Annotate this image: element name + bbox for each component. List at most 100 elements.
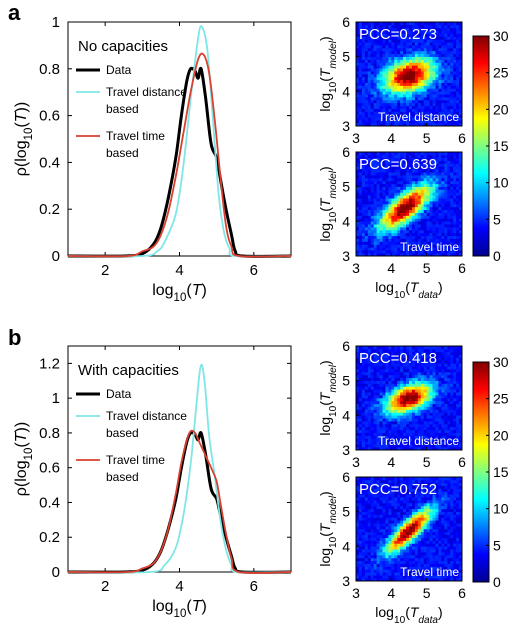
heatmap-cell <box>417 421 422 425</box>
heatmap-cell <box>379 514 383 518</box>
heatmap-cell <box>417 209 422 213</box>
heatmap-cell <box>382 212 386 216</box>
heatmap-cell <box>358 166 363 170</box>
heatmap-cell <box>456 22 460 26</box>
heatmap-cell <box>400 53 404 57</box>
heatmap-cell <box>429 575 433 579</box>
heatmap-cell <box>379 253 383 257</box>
heatmap-cell <box>385 560 389 564</box>
heatmap-cell <box>432 65 436 69</box>
heatmap-cell <box>364 403 369 407</box>
heatmap-cell <box>414 569 419 573</box>
heatmap-cell <box>406 517 410 521</box>
heatmap-cell <box>403 152 407 156</box>
heatmap-cell <box>397 529 401 533</box>
heatmap-cell <box>420 232 425 237</box>
y-axis-label: ρ(log10(T)) <box>13 102 35 176</box>
heatmap-cell <box>435 117 439 121</box>
heatmap-cell <box>385 50 389 55</box>
heatmap-cell <box>361 540 366 544</box>
heatmap-cell <box>414 383 419 387</box>
heatmap-cell <box>373 546 377 550</box>
heatmap-cell <box>432 39 436 43</box>
heatmap-cell <box>391 192 395 196</box>
x-tick-label: 6 <box>458 260 466 276</box>
heatmap-cell <box>447 447 451 451</box>
heatmap-cell <box>411 189 416 193</box>
heatmap-cell <box>429 426 433 431</box>
heatmap-cell <box>417 435 422 439</box>
heatmap-cell <box>358 374 363 379</box>
heatmap-cell <box>358 105 363 109</box>
heatmap-cell <box>373 555 377 559</box>
heatmap-cell <box>432 195 436 199</box>
heatmap-cell <box>364 400 369 405</box>
heatmap-cell <box>423 157 427 161</box>
heatmap-cell <box>417 62 422 66</box>
heatmap-cell <box>364 22 369 26</box>
heatmap-cell <box>406 88 410 92</box>
heatmap-cell <box>367 227 372 231</box>
heatmap-cell <box>400 175 404 179</box>
heatmap-cell <box>367 178 372 182</box>
heatmap-cell <box>406 204 410 208</box>
heatmap-cell <box>453 432 457 436</box>
heatmap-cell <box>450 88 454 92</box>
heatmap-cell <box>391 386 395 390</box>
heatmap-cell <box>411 494 416 498</box>
heatmap-cell <box>453 424 457 428</box>
heatmap-cell <box>388 74 392 78</box>
heatmap-cell <box>432 241 436 245</box>
heatmap-cell <box>414 543 419 547</box>
heatmap-cell <box>420 71 425 75</box>
heatmap-cell <box>414 27 419 31</box>
heatmap-cell <box>447 389 451 393</box>
heatmap-cell <box>367 395 372 399</box>
heatmap-cell <box>361 189 366 193</box>
heatmap-cell <box>411 172 416 176</box>
heatmap-cell <box>432 33 436 37</box>
heatmap-cell <box>400 485 404 489</box>
heatmap-cell <box>356 48 360 52</box>
heatmap-cell <box>397 488 401 492</box>
heatmap-cell <box>406 117 410 121</box>
heatmap-cell <box>456 395 460 399</box>
heatmap-cell <box>414 409 419 413</box>
heatmap-cell <box>441 186 445 190</box>
heatmap-cell <box>420 578 425 582</box>
heatmap-cell <box>385 488 389 492</box>
heatmap-cell <box>417 380 422 384</box>
heatmap-cell <box>429 386 433 390</box>
heatmap-cell <box>441 435 445 439</box>
heatmap-cell <box>409 204 413 208</box>
heatmap-cell <box>438 403 442 407</box>
heatmap-cell <box>403 62 407 66</box>
heatmap-cell <box>397 500 401 504</box>
heatmap-cell <box>361 351 366 355</box>
heatmap-cell <box>367 97 372 101</box>
heatmap-cell <box>417 537 422 541</box>
heatmap-cell <box>417 189 422 193</box>
heatmap-cell <box>432 403 436 407</box>
heatmap-cell <box>358 406 363 410</box>
heatmap-cell <box>438 172 442 176</box>
heatmap-cell <box>370 543 374 547</box>
heatmap-cell <box>435 224 439 228</box>
heatmap-cell <box>450 238 454 242</box>
heatmap-cell <box>379 224 383 228</box>
heatmap-cell <box>423 406 427 410</box>
heatmap-cell <box>388 65 392 69</box>
heatmap-cell <box>376 537 380 541</box>
heatmap-cell <box>391 65 395 69</box>
heatmap-cell <box>406 235 410 239</box>
heatmap-cell <box>459 204 463 208</box>
heatmap-cell <box>385 537 389 541</box>
heatmap-cell <box>423 354 427 358</box>
heatmap-cell <box>391 485 395 489</box>
heatmap-cell <box>411 578 416 582</box>
heatmap-cell <box>358 157 363 161</box>
heatmap-cell <box>394 62 398 66</box>
heatmap-cell <box>382 244 386 248</box>
heatmap-cell <box>435 354 439 358</box>
heatmap-cell <box>361 102 366 107</box>
